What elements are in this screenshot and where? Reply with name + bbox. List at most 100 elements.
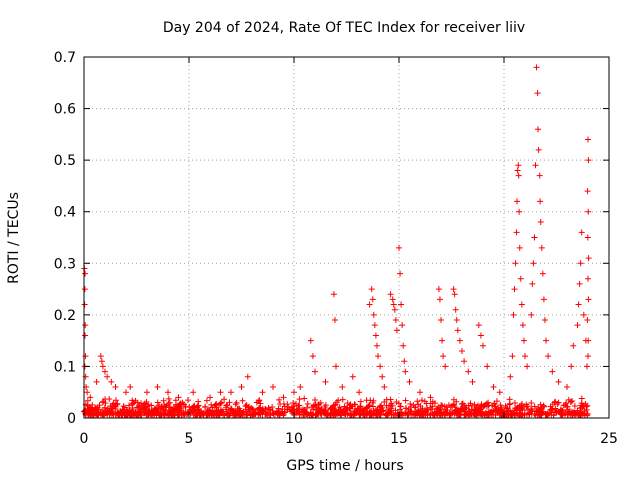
baseline-point [450,396,457,403]
baseline-point [190,403,197,410]
baseline-point [235,405,242,412]
baseline-point [299,406,306,413]
baseline-point [385,410,392,417]
data-point [387,291,394,298]
baseline-point [414,398,421,405]
data-point [514,198,521,205]
data-point [442,363,449,370]
baseline-point [308,404,315,411]
baseline-point [526,411,533,418]
baseline-point [143,411,150,418]
baseline-point [349,403,356,410]
baseline-point [342,410,349,417]
baseline-point [548,406,555,413]
baseline-point [421,398,428,405]
data-point [484,363,491,370]
baseline-point [195,402,202,409]
baseline-point [138,411,145,418]
data-point [515,162,522,169]
baseline-point [252,411,259,418]
baseline-point [89,410,96,417]
baseline-point [476,405,483,412]
baseline-point [303,404,310,411]
data-point [440,353,447,360]
baseline-point [276,396,283,403]
baseline-point [480,410,487,417]
baseline-point [584,410,591,417]
baseline-point [531,403,538,410]
baseline-point [391,412,398,419]
baseline-point [564,406,571,413]
baseline-point [165,407,172,414]
baseline-point [383,402,390,409]
baseline-point [304,400,311,407]
baseline-point [433,410,440,417]
baseline-point [129,397,136,404]
baseline-point [491,401,498,408]
data-point [454,327,461,334]
data-point [529,280,536,287]
baseline-point [487,410,494,417]
baseline-point [422,409,429,416]
baseline-point [110,400,117,407]
baseline-point [467,400,474,407]
baseline-point [361,412,368,419]
baseline-point [443,404,450,411]
baseline-point [84,402,91,409]
baseline-point [312,396,319,403]
x-tick-label: 20 [495,431,513,447]
data-point [87,394,94,401]
y-axis-label: ROTI / TECUs [6,192,22,284]
data-point [400,342,407,349]
data-point [543,337,549,344]
baseline-point [281,403,288,410]
data-point [396,244,402,251]
baseline-point [247,412,254,419]
data-point [333,363,339,370]
data-point [270,384,276,391]
data-point [377,363,384,370]
baseline-point [290,399,297,406]
data-point [453,317,460,324]
data-point [585,275,591,282]
baseline-point [231,412,238,419]
baseline-point [126,402,133,409]
baseline-point [313,407,320,414]
baseline-point [83,409,90,416]
data-point [580,311,587,318]
data-point [207,394,213,401]
data-point [370,311,377,318]
baseline-point [438,402,445,409]
data-point [513,229,520,236]
data-point [389,296,396,303]
baseline-point [577,404,584,411]
data-point [459,347,465,354]
data-point [540,296,547,303]
baseline-point [554,401,561,408]
baseline-point [183,410,190,417]
data-point [555,378,562,385]
baseline-point [462,410,469,417]
baseline-point [275,405,282,412]
baseline-point [552,405,559,412]
baseline-point [518,402,525,409]
baseline-point [451,402,458,409]
plot-frame [83,56,610,419]
data-point [312,368,318,375]
baseline-point [468,410,475,417]
baseline-point [274,411,281,418]
baseline-point [528,400,535,407]
y-tick-label: 0 [67,411,76,427]
baseline-point [389,402,396,409]
baseline-point [266,406,273,413]
baseline-point [504,411,511,418]
baseline-point [363,397,370,404]
data-point [535,146,542,153]
baseline-point [405,411,412,418]
baseline-point [138,400,145,407]
data-point [190,389,197,396]
data-point [507,373,514,380]
data-point [82,322,89,329]
data-point [584,188,591,195]
baseline-point [309,411,316,418]
